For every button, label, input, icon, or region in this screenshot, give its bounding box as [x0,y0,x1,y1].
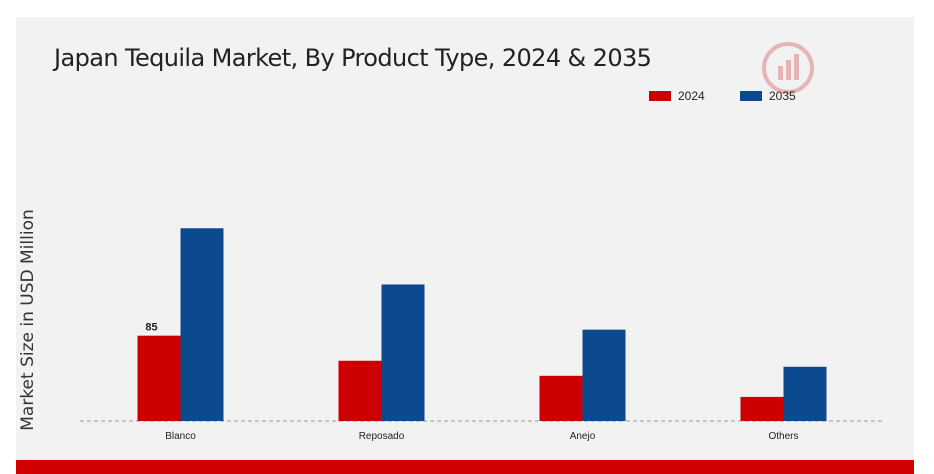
x-tick-label-reposado: Reposado [359,431,405,442]
bar-2024-anejo [539,375,583,421]
bar-2024-blanco [137,335,181,421]
legend-label-2035: 2035 [769,89,796,103]
x-tick-label-blanco: Blanco [165,431,196,442]
bar-2024-others [740,396,784,421]
bar-2035-blanco [180,228,224,421]
bar-2035-reposado [381,284,425,421]
data-label-2024-blanco: 85 [145,322,157,334]
x-tick-label-others: Others [768,431,798,442]
market-research-logo-icon [762,42,814,94]
legend-label-2024: 2024 [678,89,705,103]
footer-band [16,460,914,474]
chart-title: Japan Tequila Market, By Product Type, 2… [54,44,652,72]
legend-swatch-2035 [740,91,762,101]
x-tick-label-anejo: Anejo [570,431,596,442]
bar-2024-reposado [338,360,382,421]
bar-2035-anejo [582,329,626,421]
legend-swatch-2024 [649,91,671,101]
bar-2035-others [783,366,827,421]
